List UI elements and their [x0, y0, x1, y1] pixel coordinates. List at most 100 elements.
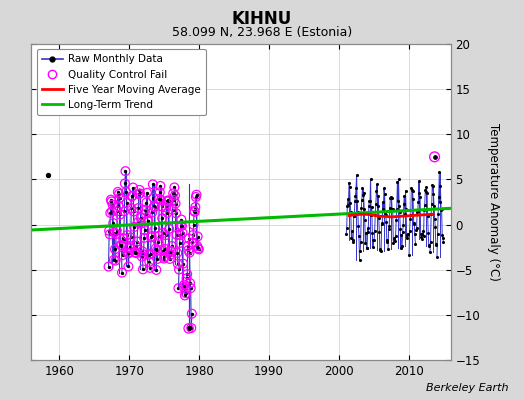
Point	[388, 206, 397, 212]
Point	[166, 252, 174, 258]
Point	[188, 310, 196, 317]
Point	[402, 235, 411, 242]
Point	[144, 217, 152, 224]
Point	[155, 233, 163, 239]
Point	[116, 211, 124, 218]
Point	[434, 194, 443, 200]
Point	[432, 242, 440, 248]
Point	[159, 230, 167, 236]
Point	[107, 196, 115, 203]
Point	[105, 228, 113, 234]
Point	[140, 227, 149, 233]
Point	[125, 244, 134, 250]
Point	[192, 192, 201, 198]
Point	[353, 198, 362, 204]
Point	[424, 242, 433, 249]
Point	[167, 249, 176, 255]
Point	[375, 214, 383, 221]
Point	[351, 193, 359, 200]
Point	[115, 195, 124, 201]
Point	[159, 230, 167, 236]
Point	[139, 251, 148, 258]
Point	[372, 188, 380, 194]
Point	[126, 234, 135, 241]
Point	[119, 235, 128, 242]
Point	[170, 197, 178, 203]
Point	[407, 212, 415, 218]
Point	[138, 248, 147, 254]
Point	[364, 228, 373, 235]
Point	[425, 242, 433, 249]
Point	[409, 220, 418, 227]
Point	[167, 249, 176, 255]
Point	[354, 222, 363, 229]
Point	[149, 181, 157, 188]
Point	[438, 232, 446, 238]
Point	[182, 290, 190, 296]
Point	[139, 266, 147, 272]
Point	[110, 229, 118, 236]
Point	[134, 205, 143, 211]
Point	[147, 234, 155, 240]
Point	[375, 228, 384, 235]
Point	[190, 208, 199, 214]
Point	[160, 254, 169, 260]
Point	[136, 190, 144, 197]
Point	[182, 275, 191, 282]
Point	[134, 219, 142, 226]
Point	[141, 206, 149, 213]
Point	[118, 270, 126, 276]
Point	[371, 211, 379, 218]
Point	[152, 247, 161, 254]
Point	[131, 249, 139, 256]
Point	[115, 195, 124, 201]
Point	[409, 196, 417, 202]
Point	[358, 196, 366, 203]
Point	[376, 246, 384, 252]
Point	[193, 233, 202, 240]
Point	[373, 181, 381, 188]
Point	[178, 230, 187, 236]
Point	[348, 228, 356, 234]
Point	[400, 201, 408, 207]
Point	[191, 209, 199, 215]
Point	[157, 197, 165, 203]
Point	[105, 228, 113, 234]
Point	[176, 240, 184, 246]
Point	[393, 179, 401, 185]
Point	[146, 250, 155, 257]
Point	[187, 285, 195, 291]
Point	[423, 190, 431, 196]
Point	[434, 211, 442, 217]
Point	[141, 206, 149, 213]
Point	[391, 233, 400, 239]
Point	[430, 154, 439, 160]
Point	[400, 192, 409, 199]
Point	[147, 233, 156, 239]
Point	[194, 246, 203, 252]
Point	[146, 250, 155, 257]
Point	[109, 220, 117, 226]
Point	[429, 191, 438, 198]
Point	[43, 172, 52, 178]
Point	[160, 254, 169, 260]
Point	[173, 250, 181, 256]
Point	[110, 229, 118, 236]
Point	[135, 187, 144, 193]
Point	[431, 223, 440, 230]
Point	[154, 239, 162, 245]
Point	[428, 201, 436, 208]
Point	[112, 257, 120, 264]
Point	[115, 191, 123, 197]
Point	[359, 192, 367, 198]
Point	[155, 196, 163, 202]
Point	[350, 213, 358, 219]
Point	[129, 184, 137, 191]
Point	[155, 196, 163, 202]
Point	[132, 243, 140, 249]
Point	[104, 263, 113, 270]
Point	[405, 252, 413, 258]
Point	[158, 215, 166, 222]
Point	[361, 240, 369, 247]
Point	[185, 235, 193, 242]
